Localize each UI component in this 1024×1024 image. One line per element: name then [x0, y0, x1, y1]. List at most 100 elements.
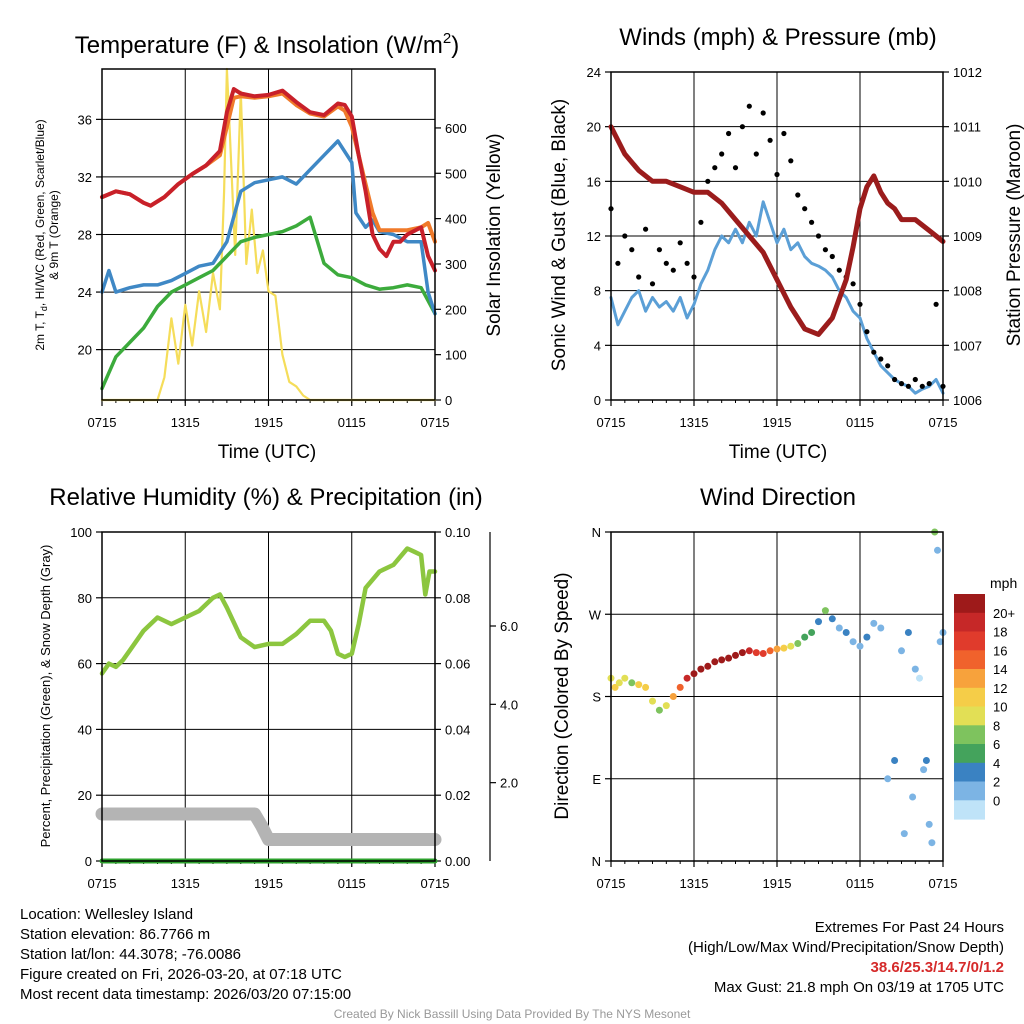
direction-point-31 — [815, 618, 822, 626]
temp-y2tick-label-4: 400 — [445, 212, 467, 227]
legend-label-1: 18 — [993, 625, 1007, 640]
gust-point-24 — [774, 171, 780, 178]
winds-panel: Winds (mph) & Pressure (mb) Time (UTC) S… — [549, 24, 1024, 463]
snow-axis-label-1: 4.0 — [500, 697, 518, 712]
direction-point-55 — [936, 638, 944, 646]
legend-swatch-0 — [954, 594, 985, 614]
gust-point-15 — [712, 165, 718, 171]
direction-point-30 — [808, 629, 816, 636]
temp-series-yellow — [100, 67, 437, 402]
direction-point-36 — [849, 638, 857, 646]
humidity-title: Relative Humidity (%) & Precipitation (i… — [49, 484, 482, 511]
gust-point-10 — [677, 240, 683, 246]
direction-point-15 — [704, 662, 712, 670]
direction-point-6 — [642, 683, 650, 691]
direction-point-4 — [628, 679, 636, 687]
temp-xtick-label-4: 0715 — [421, 415, 450, 430]
rh-xtick-label-3: 0115 — [338, 876, 366, 891]
gust-point-7 — [656, 247, 663, 253]
location-text: Location: Wellesley Island — [20, 906, 194, 923]
rh-y2tick-label-2: 0.04 — [445, 722, 470, 737]
gust-point-25 — [781, 130, 787, 137]
dir-frame — [610, 531, 944, 862]
wind-direction-title: Wind Direction — [700, 484, 856, 511]
wind-ytick-label-0: 0 — [594, 393, 601, 408]
direction-point-5 — [635, 681, 643, 689]
extremes-subtitle: (High/Low/Max Wind/Precipitation/Snow De… — [688, 939, 1004, 956]
legend-swatch-4 — [954, 669, 985, 689]
gust-point-30 — [815, 233, 822, 239]
gust-point-23 — [767, 137, 773, 143]
gust-point-37 — [864, 329, 870, 335]
rh-xtick-label-2: 1915 — [254, 876, 283, 891]
wind-xtick-label-3: 0115 — [846, 415, 874, 430]
direction-point-47 — [911, 665, 919, 673]
wind-y2tick-label-4: 1010 — [953, 174, 982, 189]
direction-point-13 — [690, 670, 698, 678]
direction-point-19 — [732, 651, 739, 659]
gust-point-18 — [732, 165, 739, 171]
direction-point-40 — [877, 624, 885, 632]
direction-point-32 — [821, 607, 829, 615]
gust-point-27 — [795, 192, 801, 198]
direction-point-7 — [649, 697, 656, 705]
winds-xlabel: Time (UTC) — [729, 442, 828, 463]
wind-y2tick-label-1: 1007 — [953, 338, 982, 353]
wind-direction-panel: Wind Direction Direction (Colored By Spe… — [552, 484, 1017, 891]
direction-point-20 — [738, 649, 746, 657]
extremes-title: Extremes For Past 24 Hours — [814, 919, 1004, 936]
gust-point-16 — [719, 151, 725, 157]
wind-ytick-label-1: 4 — [594, 338, 601, 353]
legend-label-2: 16 — [993, 643, 1007, 658]
temp-xtick-label-3: 0115 — [338, 415, 366, 430]
direction-point-33 — [828, 615, 836, 623]
temp-y2tick-label-1: 100 — [445, 348, 467, 363]
humidity-panel: Relative Humidity (%) & Precipitation (i… — [38, 484, 518, 891]
gust-point-36 — [857, 301, 863, 307]
direction-point-38 — [863, 633, 871, 641]
rh-y2tick-label-4: 0.08 — [445, 591, 470, 606]
direction-point-51 — [925, 820, 933, 828]
temperature-ylabel-left-2: & 9m T (Orange) — [47, 190, 61, 280]
gust-point-44 — [912, 376, 918, 383]
rh-ytick-label-0: 0 — [85, 854, 92, 869]
dir-ytick-label-3: W — [589, 607, 602, 622]
gust-point-45 — [919, 383, 925, 389]
rh-ytick-label-1: 20 — [78, 788, 92, 803]
temperature-title: Temperature (F) & Insolation (W/m2) — [75, 30, 459, 59]
direction-point-8 — [655, 706, 663, 714]
direction-point-37 — [856, 642, 864, 650]
rh-ytick-label-2: 40 — [78, 722, 92, 737]
gust-point-32 — [829, 253, 835, 260]
gust-point-40 — [885, 363, 891, 369]
dir-xtick-label-4: 0715 — [929, 876, 958, 891]
legend-label-4: 12 — [993, 681, 1007, 696]
latlon-text: Station lat/lon: 44.3078; -76.0086 — [20, 946, 242, 963]
temperature-title-superscript: 2 — [443, 30, 451, 47]
legend-label-8: 4 — [993, 756, 1000, 771]
station-info: Location: Wellesley Island Station eleva… — [20, 905, 351, 1005]
winds-title: Winds (mph) & Pressure (mb) — [619, 24, 936, 51]
gust-point-19 — [739, 124, 746, 130]
credit-text: Created By Nick Bassill Using Data Provi… — [333, 1007, 691, 1021]
temp-frame — [101, 68, 436, 401]
gust-point-6 — [649, 281, 656, 287]
legend-label-3: 14 — [993, 662, 1007, 677]
legend-swatch-2 — [954, 631, 985, 651]
rh-xtick-label-0: 0715 — [88, 876, 117, 891]
legend-label-5: 10 — [993, 700, 1007, 715]
temp-xtick-label-1: 1315 — [171, 415, 200, 430]
legend-swatch-6 — [954, 706, 985, 726]
gust-point-46 — [926, 381, 932, 387]
direction-point-3 — [621, 674, 629, 682]
direction-point-52 — [928, 839, 936, 847]
wind-series-sonic — [609, 200, 945, 395]
extremes-values: 38.6/25.3/14.7/0/1.2 — [870, 959, 1004, 976]
gust-point-28 — [802, 206, 808, 212]
gust-point-35 — [850, 281, 856, 287]
gust-point-12 — [691, 274, 697, 280]
rh-y2tick-label-0: 0.00 — [445, 854, 470, 869]
gust-point-21 — [753, 151, 759, 157]
wind-frame — [610, 71, 944, 401]
wind-y2tick-label-0: 1006 — [953, 393, 982, 408]
